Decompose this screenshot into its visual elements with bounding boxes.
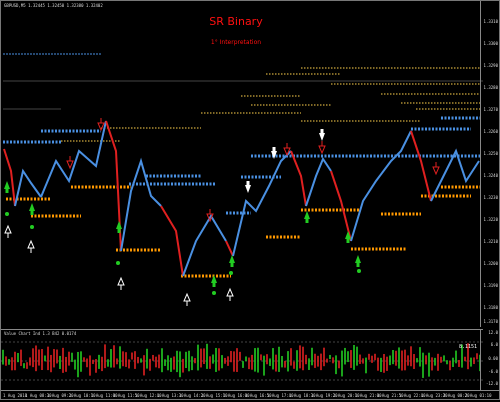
osc-tick: 12.0 [488, 330, 498, 335]
price-axis[interactable]: 1.3310 1.3300 1.3290 1.3280 1.3270 1.326… [480, 1, 499, 327]
buy-arrows [4, 181, 361, 287]
osc-tick: -6.0 [488, 369, 498, 374]
osc-tick: -12.0 [485, 381, 498, 386]
price-tick: 1.3230 [483, 195, 498, 200]
alert-down-arrows [66, 118, 440, 223]
oscillator-value: 8.1151 [458, 344, 477, 350]
chart-subtitle: 1° Interpretation [210, 39, 262, 46]
time-tick: 1 Aug 11:50 [113, 393, 140, 398]
price-tick: 1.3240 [483, 173, 498, 178]
time-axis[interactable]: 1 Aug 2018 1 Aug 08:30 1 Aug 09:20 1 Aug 10… [1, 390, 500, 402]
price-plot[interactable] [1, 1, 483, 327]
time-tick: 1 Aug 14:20 [179, 393, 206, 398]
price-tick: 1.3190 [483, 283, 498, 288]
sell-arrows [245, 129, 325, 193]
price-tick: 1.3200 [483, 261, 498, 266]
osc-tick: 6.0 [490, 342, 498, 347]
time-tick: 1 Aug 21:50 [377, 393, 404, 398]
time-tick: 1 Aug 15:10 [201, 393, 228, 398]
price-tick: 1.3260 [483, 129, 498, 134]
osc-tick: 0.00 [488, 356, 498, 361]
time-tick: 1 Aug 12:40 [135, 393, 162, 398]
time-tick: 1 Aug 08:30 [25, 393, 52, 398]
oscillator-panel[interactable] [1, 329, 483, 392]
price-tick: 1.3210 [483, 239, 498, 244]
time-tick: 1 Aug 09:20 [47, 393, 74, 398]
time-tick: 1 Aug 20:10 [333, 393, 360, 398]
symbol-info: GBPUSD,M5 1.32445 1.32450 1.32380 1.3240… [4, 3, 103, 8]
time-tick: 1 Aug 11:00 [91, 393, 118, 398]
support-levels [6, 185, 481, 278]
price-tick: 1.3250 [483, 151, 498, 156]
upper-band [61, 67, 481, 142]
buy-dots [5, 212, 361, 295]
time-tick: 1 Aug 22:40 [399, 393, 426, 398]
time-tick: 1 Aug 16:50 [245, 393, 272, 398]
price-tick: 1.3220 [483, 217, 498, 222]
price-tick: 1.3290 [483, 63, 498, 68]
price-tick: 1.3310 [483, 19, 498, 24]
price-line [3, 120, 480, 277]
time-tick: 2 Aug 00:20 [443, 393, 470, 398]
oscillator-bars [2, 343, 481, 378]
time-tick: 1 Aug 21:00 [355, 393, 382, 398]
price-tick: 1.3280 [483, 85, 498, 90]
time-tick: 1 Aug 2018 [3, 393, 28, 398]
time-tick: 1 Aug 17:40 [267, 393, 294, 398]
time-tick: 1 Aug 23:30 [421, 393, 448, 398]
price-tick: 1.3270 [483, 107, 498, 112]
alert-up-arrows [4, 224, 234, 306]
chart-title: SR Binary [209, 15, 263, 28]
price-tick: 1.3170 [483, 319, 498, 324]
price-tick: 1.3300 [483, 41, 498, 46]
time-tick: 1 Aug 10:10 [69, 393, 96, 398]
time-tick: 1 Aug 18:30 [289, 393, 316, 398]
price-tick: 1.3180 [483, 305, 498, 310]
time-tick: 1 Aug 19:20 [311, 393, 338, 398]
time-tick: 2 Aug 01:10 [465, 393, 492, 398]
time-tick: 1 Aug 13:30 [157, 393, 184, 398]
time-tick: 1 Aug 16:00 [223, 393, 250, 398]
oscillator-title: Value Chart Ind 1.3 B42 0.0174 [4, 331, 77, 336]
oscillator-axis[interactable]: 12.0 6.0 0.00 -6.0 -12.0 [480, 329, 499, 391]
